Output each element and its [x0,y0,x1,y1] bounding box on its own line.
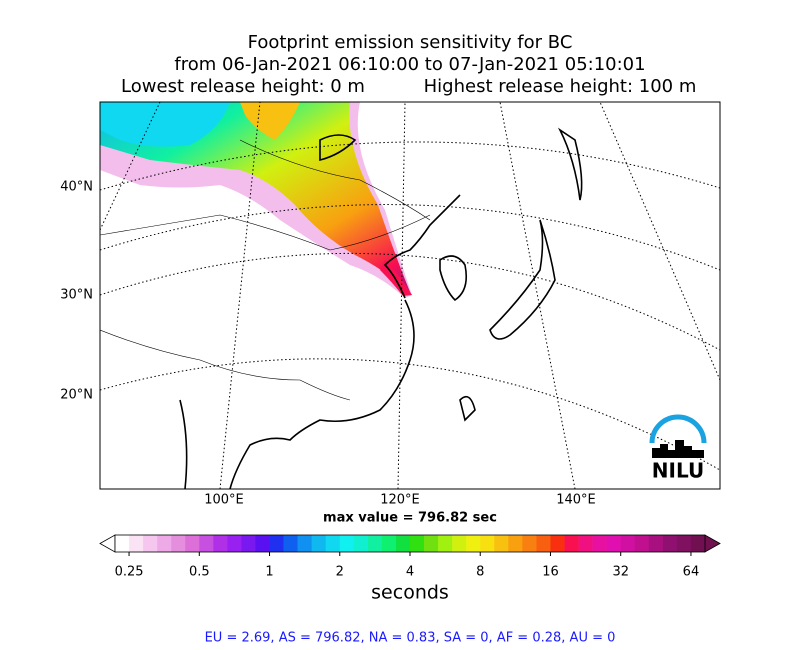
colorbar-segment [311,535,327,552]
colorbar-tick-label: 1 [265,565,273,580]
logo: NILU [649,414,707,483]
colorbar-segment [213,535,228,552]
colorbar-segment [676,535,692,552]
colorbar-segment [381,535,397,552]
colorbar-segment [606,535,622,552]
colorbar-segment [494,535,509,552]
colorbar-segment [283,535,298,552]
colorbar-segment [690,535,706,552]
colorbar-segment [325,535,341,552]
colorbar: 0.25 0.5 1 2 4 8 16 32 64 [99,534,721,580]
colorbar-segment [395,535,411,552]
colorbar-tick-label: 4 [406,565,414,580]
colorbar-segment [269,535,284,552]
colorbar-segment [171,535,186,552]
map-frame [99,101,721,490]
highest-height: Highest release height: 100 m [424,76,697,97]
footer: EU = 2.69, AS = 796.82, NA = 0.83, SA = … [205,631,616,646]
map [100,102,720,489]
lon-labels: 100°E 120°E 140°E [204,493,596,508]
colorbar-tick-label: 64 [683,565,700,580]
colorbar-label: seconds [371,582,449,604]
lon-label: 140°E [556,493,596,508]
colorbar-segment [536,535,551,552]
colorbar-segment [241,535,256,552]
colorbar-segment [480,535,495,552]
colorbar-segment [353,535,369,552]
colorbar-segment [339,535,355,552]
colorbar-segment [438,535,453,552]
colorbar-segment [115,535,130,552]
lat-label: 20°N [60,388,93,403]
lowest-height: Lowest release height: 0 m [121,76,365,97]
colorbar-segment [522,535,537,552]
colorbar-tick-label: 0.5 [189,565,210,580]
colorbar-extend-low [99,534,116,553]
logo-text: NILU [652,459,704,483]
colorbar-segment [550,535,565,552]
colorbar-segment [662,535,678,552]
colorbar-segment [508,535,523,552]
colorbar-segment [620,535,636,552]
lat-labels: 40°N 30°N 20°N [60,180,93,403]
lat-label: 40°N [60,180,93,195]
colorbar-segment [424,535,439,552]
colorbar-segment [157,535,172,552]
lat-label: 30°N [60,288,93,303]
colorbar-extend-high [704,534,721,553]
colorbar-segment [367,535,383,552]
colorbar-segment [634,535,650,552]
colorbar-segment [578,535,593,552]
colorbar-segment [297,535,312,552]
colorbar-tick-label: 0.25 [115,565,144,580]
colorbar-tick-label: 2 [336,565,344,580]
colorbar-segment [564,535,579,552]
colorbar-tick-label: 32 [612,565,629,580]
colorbar-segment [466,535,481,552]
lon-label: 120°E [380,493,420,508]
colorbar-segment [143,535,158,552]
colorbar-segment [227,535,242,552]
colorbar-segment [255,535,270,552]
colorbar-tick-label: 16 [542,565,559,580]
max-value: max value = 796.82 sec [323,511,497,526]
colorbar-segment [452,535,467,552]
colorbar-tick-label: 8 [476,565,484,580]
colorbar-segment [185,535,200,552]
colorbar-segment [199,535,214,552]
colorbar-segment [648,535,664,552]
colorbar-segment [592,535,607,552]
title: Footprint emission sensitivity for BC [248,32,573,53]
colorbar-segment [410,535,425,552]
colorbar-segment [129,535,144,552]
lon-label: 100°E [204,493,244,508]
subtitle: from 06-Jan-2021 06:10:00 to 07-Jan-2021… [174,54,645,75]
